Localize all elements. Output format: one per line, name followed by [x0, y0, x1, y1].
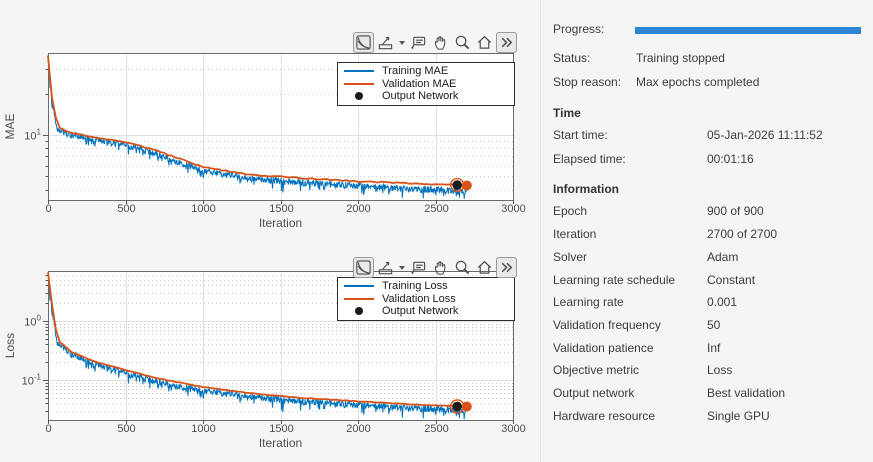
- svg-text:3000: 3000: [501, 203, 525, 215]
- info-row-solver: Solver Adam: [553, 250, 739, 264]
- legend-item: Validation MAE: [344, 78, 508, 91]
- svg-text:1500: 1500: [269, 203, 293, 215]
- svg-text:Iteration: Iteration: [259, 216, 302, 230]
- svg-text:1500: 1500: [269, 423, 293, 435]
- home-icon[interactable]: [474, 257, 495, 278]
- legend-mae: Training MAE Validation MAE Output Netwo…: [337, 62, 515, 106]
- stop-reason-value: Max epochs completed: [636, 75, 760, 89]
- progress-bar: [635, 27, 861, 34]
- svg-text:500: 500: [117, 423, 135, 435]
- svg-text:0: 0: [45, 423, 51, 435]
- legend-item: Training MAE: [344, 65, 508, 78]
- svg-text:Loss: Loss: [3, 333, 17, 358]
- export-dropdown-caret[interactable]: [399, 265, 405, 270]
- svg-text:2000: 2000: [346, 203, 370, 215]
- elapsed-time-label: Elapsed time:: [553, 152, 626, 166]
- svg-text:2500: 2500: [424, 423, 448, 435]
- info-row-validation-frequency: Validation frequency 50: [553, 318, 721, 332]
- legend-marker-sample: [344, 92, 374, 101]
- info-row-objective-metric: Objective metric Loss: [553, 363, 733, 377]
- svg-text:1000: 1000: [191, 423, 215, 435]
- progress-label: Progress:: [553, 22, 605, 36]
- legend-item: Output Network: [344, 90, 508, 103]
- legend-label: Validation MAE: [382, 77, 457, 90]
- datatip-icon[interactable]: [408, 32, 429, 53]
- zoom-icon[interactable]: [452, 32, 473, 53]
- info-row-learning-rate: Learning rate 0.001: [553, 295, 738, 309]
- log-scale-toggle-icon[interactable]: [353, 32, 374, 53]
- time-section-header: Time: [553, 106, 581, 120]
- export-dropdown-caret[interactable]: [399, 40, 405, 45]
- axes-toolbar-mae: [353, 32, 517, 53]
- stop-reason-label: Stop reason:: [553, 75, 622, 89]
- legend-line-sample: [344, 297, 374, 300]
- status-label: Status:: [553, 51, 591, 65]
- legend-item: Output Network: [344, 305, 508, 318]
- zoom-icon[interactable]: [452, 257, 473, 278]
- datatip-icon[interactable]: [408, 257, 429, 278]
- svg-text:500: 500: [117, 203, 135, 215]
- legend-label: Output Network: [382, 90, 459, 103]
- information-section-header: Information: [553, 182, 619, 196]
- legend-line-sample: [344, 82, 374, 85]
- double-chevron-icon[interactable]: [496, 257, 517, 278]
- stop-reason-row: Stop reason: Max epochs completed: [541, 74, 873, 90]
- start-time-value: 05-Jan-2026 11:11:52: [707, 128, 823, 142]
- pan-icon[interactable]: [430, 257, 451, 278]
- legend-line-sample: [344, 70, 374, 73]
- svg-text:10-1: 10-1: [22, 373, 42, 388]
- legend-label: Training Loss: [382, 280, 448, 293]
- home-icon[interactable]: [474, 32, 495, 53]
- info-row-epoch: Epoch 900 of 900: [553, 204, 764, 218]
- legend-label: Training MAE: [382, 65, 449, 78]
- training-info-panel: Progress: Status: Training stopped Stop …: [540, 0, 873, 462]
- progress-row: Progress:: [541, 21, 873, 37]
- svg-text:Iteration: Iteration: [259, 436, 302, 450]
- legend-label: Validation Loss: [382, 292, 456, 305]
- pan-icon[interactable]: [430, 32, 451, 53]
- info-row-lr-schedule: Learning rate schedule Constant: [553, 273, 756, 287]
- info-row-validation-patience: Validation patience Inf: [553, 341, 721, 355]
- elapsed-time-row: Elapsed time: 00:01:16: [541, 151, 873, 167]
- legend-loss: Training Loss Validation Loss Output Net…: [337, 277, 515, 321]
- legend-item: Training Loss: [344, 280, 508, 293]
- legend-label: Output Network: [382, 305, 459, 318]
- info-row-output-network: Output network Best validation: [553, 386, 786, 400]
- double-chevron-icon[interactable]: [496, 32, 517, 53]
- svg-text:100: 100: [24, 314, 41, 329]
- legend-line-sample: [344, 285, 374, 288]
- svg-text:101: 101: [24, 128, 41, 143]
- export-icon[interactable]: [375, 257, 396, 278]
- svg-text:MAE: MAE: [3, 113, 17, 139]
- info-row-iteration: Iteration 2700 of 2700: [553, 227, 778, 241]
- status-row: Status: Training stopped: [541, 50, 873, 66]
- start-time-label: Start time:: [553, 128, 608, 142]
- info-row-hardware-resource: Hardware resource Single GPU: [553, 409, 770, 423]
- log-scale-toggle-icon[interactable]: [353, 257, 374, 278]
- status-value: Training stopped: [636, 51, 725, 65]
- svg-text:1000: 1000: [191, 203, 215, 215]
- legend-marker-sample: [344, 307, 374, 316]
- elapsed-time-value: 00:01:16: [707, 152, 754, 166]
- legend-item: Validation Loss: [344, 293, 508, 306]
- svg-text:3000: 3000: [501, 423, 525, 435]
- svg-text:0: 0: [45, 203, 51, 215]
- axes-toolbar-loss: [353, 257, 517, 278]
- svg-text:2000: 2000: [346, 423, 370, 435]
- svg-text:2500: 2500: [424, 203, 448, 215]
- export-icon[interactable]: [375, 32, 396, 53]
- start-time-row: Start time: 05-Jan-2026 11:11:52: [541, 127, 873, 143]
